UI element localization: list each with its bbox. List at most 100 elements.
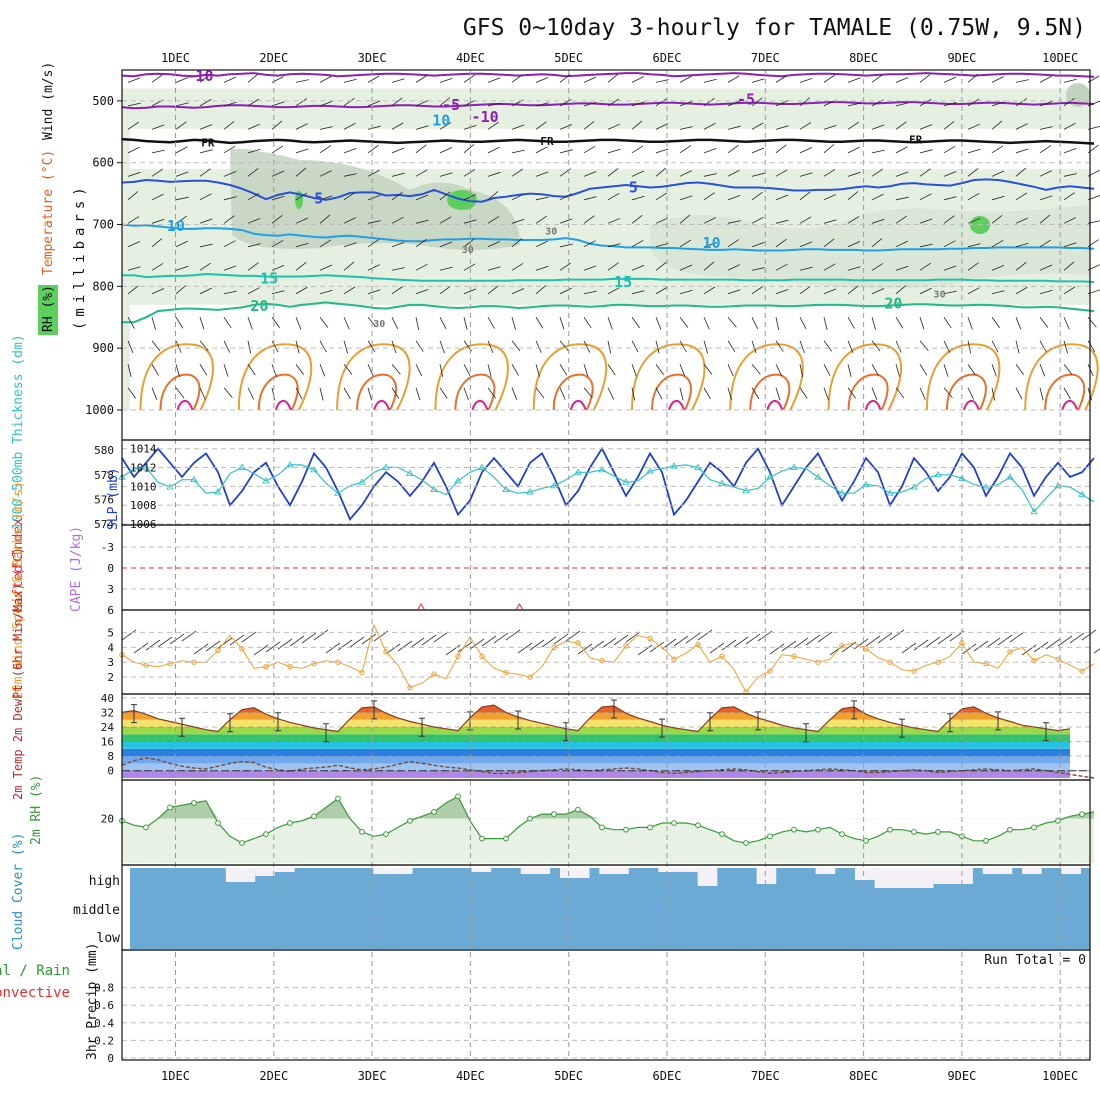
isotherm-label: 10 [432, 112, 450, 130]
wind-barb [1069, 632, 1085, 644]
cloud-level-label: low [97, 931, 121, 946]
upper-wind-barb [679, 239, 692, 248]
upper-wind-barb [151, 218, 165, 224]
upper-wind-barb [919, 74, 931, 83]
upper-wind-barb [175, 364, 180, 377]
upper-wind-barb [343, 122, 356, 130]
upper-wind-barb [511, 218, 525, 224]
slp-y-label: 1000-500mb Thickness (dm) [11, 334, 26, 530]
upper-wind-barb [199, 124, 213, 130]
cloud-gap [756, 868, 777, 884]
upper-wind-barb [463, 169, 476, 177]
rh2m-marker [455, 793, 461, 800]
wind-barb [481, 635, 497, 647]
upper-wind-barb [343, 261, 355, 271]
rh2m-area [122, 796, 1094, 863]
upper-wind-barb [295, 148, 309, 154]
thickness-marker [886, 489, 894, 496]
wind-barb [1021, 644, 1037, 656]
isotherm-label: 5 [314, 190, 323, 208]
rh2m-marker [887, 826, 893, 833]
upper-wind-barb [295, 98, 308, 107]
upper-wind-barb [151, 238, 163, 248]
upper-wind-barb [703, 78, 717, 83]
upper-wind-barb [367, 239, 380, 248]
thickness-marker [958, 474, 966, 481]
upper-wind-barb [727, 194, 741, 201]
upper-wind-barb [895, 196, 909, 201]
thickness-marker [790, 463, 798, 470]
thickness-marker [694, 463, 702, 470]
upper-wind-barb [247, 123, 261, 130]
isotherm-warm-inner [356, 373, 398, 411]
temp-minmax-bar [515, 710, 521, 730]
wind-speed-marker [791, 653, 797, 659]
upper-wind-barb [511, 387, 518, 400]
upper-wind-barb [151, 168, 164, 177]
upper-wind-barb [727, 387, 732, 401]
upper-wind-barb [487, 77, 501, 83]
upper-wind-barb [751, 78, 765, 83]
upper-wind-barb [607, 364, 616, 376]
upper-wind-barb [871, 74, 883, 83]
precip-tick-label: 0.6 [94, 999, 114, 1012]
upper-wind-barb [1039, 387, 1044, 401]
isotherm-hot-inner [176, 400, 194, 411]
cloud-gap [658, 868, 698, 872]
cape-marker [515, 603, 523, 610]
upper-wind-barb [871, 149, 885, 154]
wind-speed-marker [431, 671, 437, 677]
wind-barb [121, 629, 137, 641]
temp-y-label: 2m Temp 2m DewPt (6hr Min/Max) (°C) [11, 547, 25, 800]
upper-wind-barb [895, 317, 904, 329]
upper-wind-barb [631, 340, 639, 353]
upper-wind-barb [151, 340, 161, 352]
rh2m-marker [767, 833, 773, 840]
cloud-gap [854, 868, 875, 880]
upper-wind-barb [271, 290, 285, 295]
upper-wind-barb [919, 168, 931, 177]
upper-wind-barb [1015, 79, 1029, 83]
upper-wind-barb [343, 340, 348, 354]
wind-speed-marker [383, 649, 389, 655]
upper-wind-barb [751, 191, 763, 201]
isotherm-freezing [121, 137, 1095, 145]
upper-wind-barb [127, 285, 139, 295]
upper-wind-barb [991, 239, 1004, 248]
upper-wind-barb [391, 122, 404, 130]
thickness-marker [454, 477, 462, 484]
x-tick-label-top: 7DEC [751, 51, 780, 65]
upper-wind-barb [319, 340, 327, 353]
rh2m-marker [143, 824, 149, 831]
upper-wind-barb [751, 363, 761, 375]
cloud-gap [1022, 868, 1042, 874]
precip-legend-total: Total / Rain [0, 963, 70, 979]
upper-wind-barb [703, 148, 717, 154]
x-tick-label-top: 5DEC [554, 51, 583, 65]
wind-barb [853, 638, 869, 650]
upper-wind-barb [919, 287, 932, 295]
upper-wind-barb [151, 74, 163, 83]
upper-wind-barb [583, 317, 592, 329]
upper-wind-barb [1039, 289, 1053, 295]
upper-wind-barb [943, 340, 951, 353]
upper-wind-barb [439, 241, 453, 248]
upper-wind-barb [919, 99, 932, 107]
rh2m-marker [191, 800, 197, 806]
upper-wind-barb [1063, 173, 1077, 177]
wind-barb [529, 639, 545, 651]
upper-wind-barb [847, 77, 861, 83]
thickness-tick-label: 578 [94, 469, 114, 482]
rh2m-marker [503, 835, 509, 842]
wind-barb [913, 639, 929, 651]
upper-wind-barb [511, 238, 523, 248]
upper-wind-barb [535, 146, 548, 154]
x-tick-label-bottom: 6DEC [653, 1069, 682, 1083]
isotherm-label: 30 [373, 319, 385, 330]
thickness-marker [214, 488, 222, 495]
isotherm-warm-loop [139, 343, 214, 411]
upper-wind-barb [199, 99, 212, 107]
rh2m-marker [839, 831, 845, 838]
upper-wind-barb [655, 148, 669, 154]
upper-y-label: RH (%) Temperature (°C) Wind (m/s) [38, 62, 58, 335]
